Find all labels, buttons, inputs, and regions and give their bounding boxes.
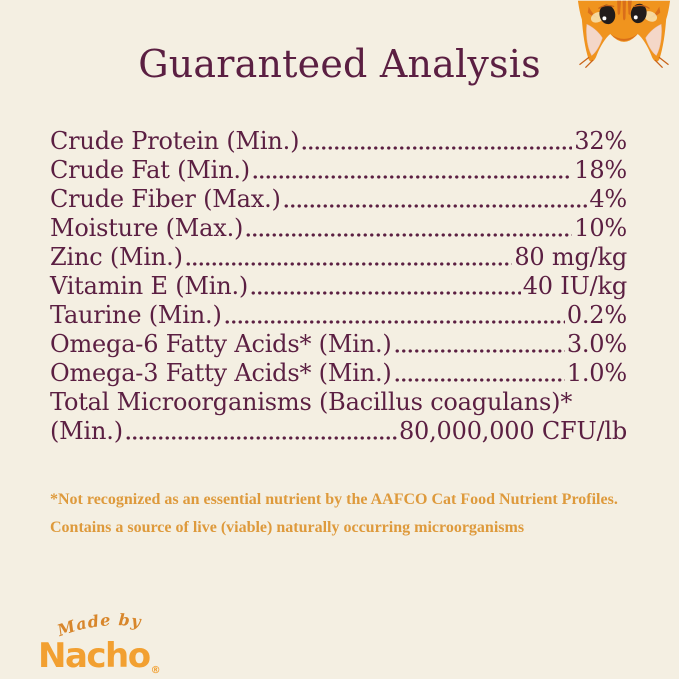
analysis-row: Crude Fat (Min.) 18%	[50, 156, 627, 185]
row-dot-leader	[301, 127, 573, 156]
analysis-row: Crude Fiber (Max.) 4%	[50, 185, 627, 214]
row-dot-leader	[393, 359, 565, 388]
row-dot-leader	[223, 301, 565, 330]
brand-wordmark: Nacho®	[38, 636, 161, 676]
cat-inner-ears	[586, 23, 662, 56]
analysis-row: Total Microorganisms (Bacillus coagulans…	[50, 388, 627, 417]
footnote-line-1: *Not recognized as an essential nutrient…	[50, 491, 618, 508]
cat-face-icon	[577, 0, 671, 68]
row-label: Total Microorganisms (Bacillus coagulans…	[50, 388, 573, 416]
analysis-row: (Min.) 80,000,000 CFU/lb	[50, 417, 627, 446]
row-label: Omega-3 Fatty Acids* (Min.)	[50, 359, 392, 387]
row-label: Crude Protein (Min.)	[50, 127, 300, 155]
registered-trademark-symbol: ®	[150, 665, 161, 676]
row-value: 32%	[574, 127, 627, 155]
made-by-nacho-logo: Made by Nacho®	[36, 610, 196, 676]
analysis-row: Crude Protein (Min.) 32%	[50, 127, 627, 156]
row-label: Taurine (Min.)	[50, 301, 222, 329]
row-dot-leader	[124, 417, 397, 446]
row-label: Moisture (Max.)	[50, 214, 244, 242]
row-label: Omega-6 Fatty Acids* (Min.)	[50, 330, 392, 358]
row-dot-leader	[282, 185, 588, 214]
row-value: 10%	[574, 214, 627, 242]
analysis-row: Zinc (Min.) 80 mg/kg	[50, 243, 627, 272]
row-value: 4%	[589, 185, 627, 213]
row-value: 0.2%	[566, 301, 627, 329]
analysis-row: Taurine (Min.) 0.2%	[50, 301, 627, 330]
analysis-row: Omega-3 Fatty Acids* (Min.) 1.0%	[50, 359, 627, 388]
brand-name: Nacho	[38, 636, 151, 676]
analysis-row: Omega-6 Fatty Acids* (Min.) 3.0%	[50, 330, 627, 359]
row-value: 3.0%	[566, 330, 627, 358]
row-value: 80 mg/kg	[514, 243, 627, 271]
row-value: 1.0%	[566, 359, 627, 387]
row-label: Zinc (Min.)	[50, 243, 183, 271]
cat-eyes	[598, 3, 650, 25]
row-dot-leader	[184, 243, 513, 272]
analysis-row: Vitamin E (Min.) 40 IU/kg	[50, 272, 627, 301]
footnote: *Not recognized as an essential nutrient…	[50, 486, 639, 542]
row-label: Crude Fiber (Max.)	[50, 185, 281, 213]
analysis-list: Crude Protein (Min.) 32% Crude Fat (Min.…	[50, 127, 627, 446]
cat-whiskers	[579, 56, 669, 68]
made-by-arched-text: Made by	[54, 612, 143, 640]
row-label: Vitamin E (Min.)	[50, 272, 249, 300]
analysis-row: Moisture (Max.) 10%	[50, 214, 627, 243]
row-dot-leader	[245, 214, 573, 243]
row-value: 18%	[574, 156, 627, 184]
footnote-line-2: Contains a source of live (viable) natur…	[50, 519, 525, 536]
row-dot-leader	[250, 272, 521, 301]
row-value: 80,000,000 CFU/lb	[398, 417, 627, 445]
row-label: Crude Fat (Min.)	[50, 156, 250, 184]
row-dot-leader	[251, 156, 573, 185]
row-dot-leader	[393, 330, 565, 359]
page-title: Guaranteed Analysis	[138, 42, 541, 86]
row-value: 40 IU/kg	[522, 272, 627, 300]
cat-stripes	[587, 0, 661, 41]
row-label: (Min.)	[50, 417, 123, 445]
